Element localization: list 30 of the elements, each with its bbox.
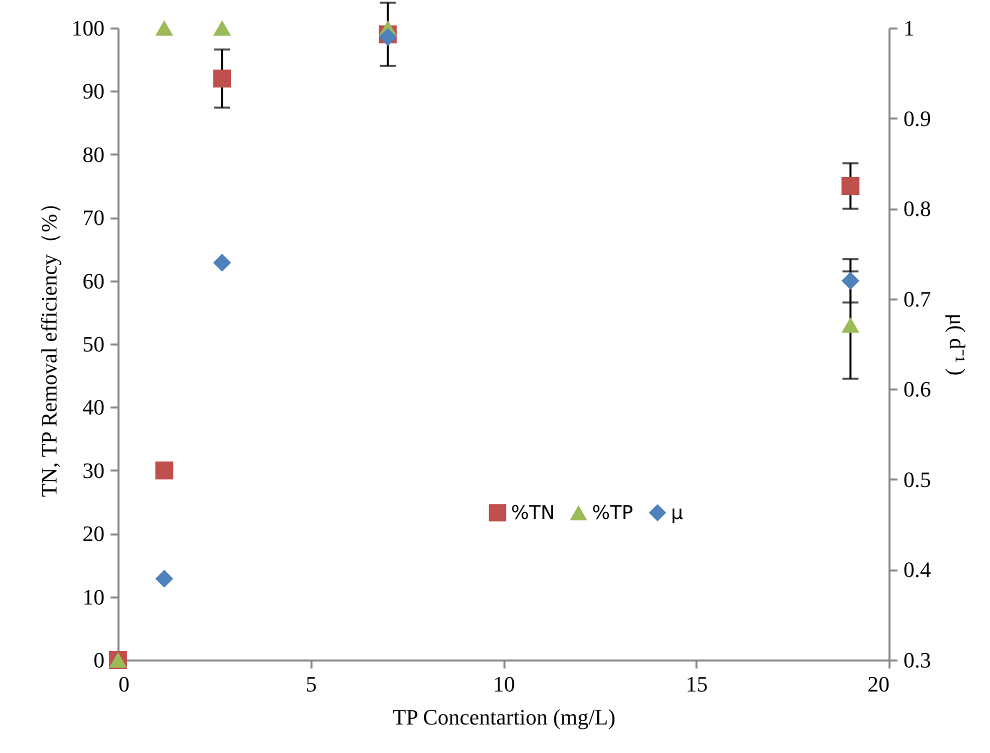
y2-axis-title: μ( d⁻¹ )	[945, 313, 970, 376]
x-tick-label: 5	[306, 672, 317, 696]
y-tick-label: 80	[82, 142, 104, 167]
y-tick-label: 0	[94, 648, 104, 672]
x-tick-label: 20	[868, 672, 890, 696]
y2-tick-label: 0.6	[904, 376, 931, 402]
legend-label: %TP	[592, 502, 634, 524]
y-tick-label: 40	[82, 394, 104, 420]
y2-tick-label: 0.8	[904, 196, 931, 222]
x-tick-label: 10	[493, 672, 515, 696]
legend-label: %TN	[511, 502, 555, 524]
y2-tick-label: 1	[904, 16, 914, 40]
y-tick-label: 100	[72, 16, 104, 40]
x-axis-title: TP Concentartion (mg/L)	[392, 704, 616, 730]
y-axis-title: TN, TP Removal efficiency（%）	[36, 192, 62, 498]
y-tick-label: 10	[82, 584, 104, 610]
y-tick-label: 30	[82, 458, 104, 483]
y2-tick-label: 0.5	[904, 466, 931, 492]
y2-tick-label: 0.3	[904, 648, 931, 672]
x-tick-label: 15	[686, 672, 708, 696]
legend-label: μ	[671, 502, 684, 524]
y2-tick-label: 0.9	[904, 106, 931, 131]
y2-tick-label: 0.4	[904, 557, 931, 582]
x-tick-label: 0	[118, 672, 130, 696]
y-tick-label: 20	[82, 521, 104, 546]
y-tick-label: 60	[82, 268, 104, 294]
y-tick-label: 90	[82, 78, 104, 104]
y-tick-label: 70	[82, 205, 104, 230]
y2-tick-label: 0.7	[904, 286, 931, 312]
y-tick-label: 50	[82, 332, 104, 356]
